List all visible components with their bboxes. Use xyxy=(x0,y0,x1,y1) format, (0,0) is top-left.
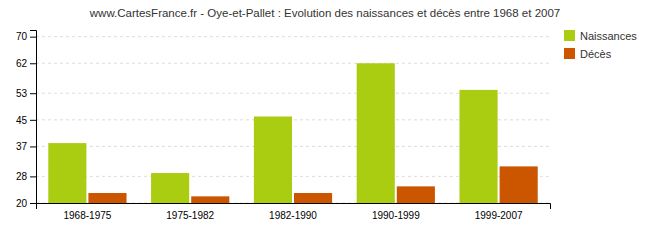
bar xyxy=(500,166,538,203)
tick-label: 1982-1990 xyxy=(269,210,317,221)
legend: Naissances Décès xyxy=(564,30,637,60)
tick-label: 1975-1982 xyxy=(166,210,214,221)
bar xyxy=(397,186,435,203)
tick-label: 70 xyxy=(16,31,28,42)
chart: www.CartesFrance.fr - Oye-et-Pallet : Ev… xyxy=(0,0,650,229)
tick-label: 62 xyxy=(16,58,28,69)
tick-mark xyxy=(30,146,36,147)
tick: 37 xyxy=(16,141,36,152)
tick-label: 1968-1975 xyxy=(63,210,111,221)
bar xyxy=(254,117,292,204)
tick: 1968-1975 xyxy=(63,210,111,221)
bar xyxy=(294,193,332,203)
tick-mark xyxy=(30,37,36,38)
tick: 53 xyxy=(16,88,36,99)
tick-mark xyxy=(30,93,36,94)
tick: 70 xyxy=(16,31,36,42)
tick-mark xyxy=(30,176,36,177)
tick: 28 xyxy=(16,171,36,182)
legend-label: Décès xyxy=(580,48,612,60)
tick: 1982-1990 xyxy=(269,210,317,221)
bar xyxy=(151,173,189,203)
title: www.CartesFrance.fr - Oye-et-Pallet : Ev… xyxy=(89,7,560,19)
bar xyxy=(88,193,126,203)
tick-mark xyxy=(30,203,36,204)
y-axis: 20 28 37 45 53 62 70 xyxy=(16,31,37,209)
tick-label: 20 xyxy=(16,198,28,209)
tick: 62 xyxy=(16,58,36,69)
tick: 1990-1999 xyxy=(372,210,420,221)
legend-item: Décès xyxy=(564,48,612,60)
legend-item: Naissances xyxy=(564,30,637,42)
legend-label: Naissances xyxy=(580,30,637,42)
tick-label: 45 xyxy=(16,115,28,126)
tick-mark xyxy=(30,63,36,64)
tick-label: 28 xyxy=(16,171,28,182)
bar-series xyxy=(88,166,537,203)
legend-swatch xyxy=(564,30,575,41)
legend-swatch xyxy=(564,48,575,59)
bar xyxy=(357,63,395,203)
bar xyxy=(459,90,497,203)
x-axis: 1968-1975 1975-1982 1982-1990 1990-1999 1999… xyxy=(37,204,551,222)
tick-label: 53 xyxy=(16,88,28,99)
tick: 20 xyxy=(16,198,36,209)
grid xyxy=(36,37,550,203)
bars xyxy=(48,63,537,203)
tick-label: 1990-1999 xyxy=(372,210,420,221)
bar xyxy=(191,196,229,203)
grid-line xyxy=(36,63,550,64)
grid-line xyxy=(36,36,550,37)
axis-line xyxy=(37,204,551,210)
tick: 45 xyxy=(16,115,36,126)
axis-line xyxy=(30,31,37,204)
plot: 20 28 37 45 53 62 70 1968-1975 1975-1982 1982-199… xyxy=(16,31,551,222)
bar-series xyxy=(48,63,497,203)
bar xyxy=(48,143,86,203)
tick: 1999-2007 xyxy=(475,210,523,221)
tick-label: 37 xyxy=(16,141,28,152)
tick: 1975-1982 xyxy=(166,210,214,221)
tick-mark xyxy=(30,120,36,121)
tick-label: 1999-2007 xyxy=(475,210,523,221)
